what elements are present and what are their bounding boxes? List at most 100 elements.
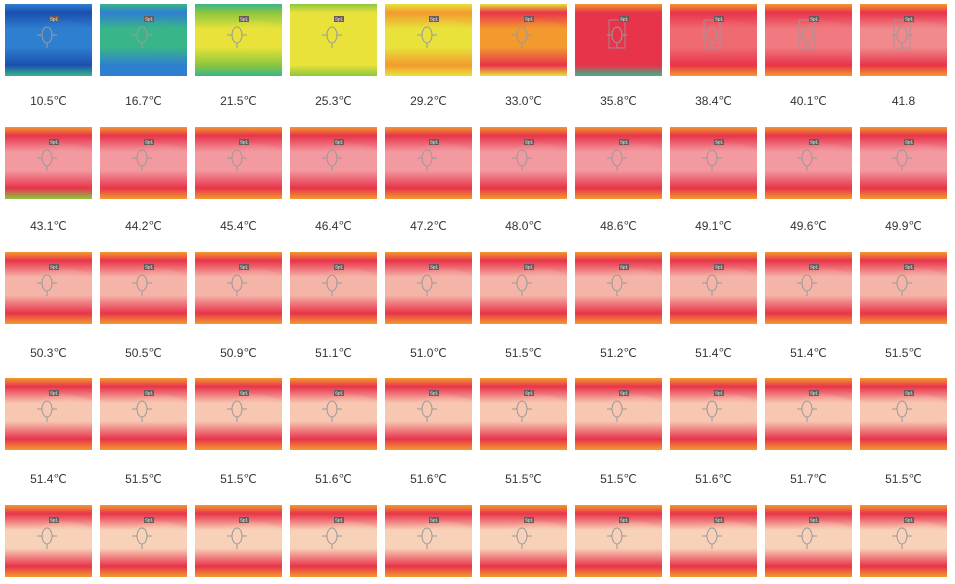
thermal-image: Sp1 xyxy=(480,4,567,76)
thermal-thumbnail: Sp1 xyxy=(480,4,567,76)
spot-tag-label: Sp1 xyxy=(145,391,154,396)
thermal-image: Sp1 xyxy=(480,505,567,577)
spot-tag-label: Sp1 xyxy=(715,518,724,523)
thermal-thumbnail: Sp1 xyxy=(575,505,662,577)
spot-tag-label: Sp1 xyxy=(905,518,914,523)
spot-marker-icon: Sp1 xyxy=(37,16,59,48)
thermal-image: Sp1 xyxy=(100,4,187,76)
thermal-image: Sp1 xyxy=(860,378,947,450)
thermal-thumbnail: Sp1 xyxy=(195,127,282,199)
thermal-thumbnail: Sp1 xyxy=(5,127,92,199)
thermal-thumbnail: Sp1 xyxy=(290,505,377,577)
temperature-label: 10.5℃ xyxy=(30,94,67,108)
temperature-label: 51.5℃ xyxy=(125,472,162,486)
thermal-thumbnail: Sp1 xyxy=(100,252,187,324)
thermal-frame: Sp1 xyxy=(670,378,757,450)
thermal-thumbnail: Sp1 xyxy=(480,252,567,324)
spot-marker-icon: Sp1 xyxy=(892,139,914,171)
spot-marker-icon: Sp1 xyxy=(892,517,914,549)
thermal-frame: Sp1 xyxy=(670,505,757,580)
spot-tag-label: Sp1 xyxy=(905,140,914,145)
thermal-image: Sp1 xyxy=(290,252,377,324)
temperature-label: 48.6℃ xyxy=(600,219,637,233)
spot-tag-label: Sp1 xyxy=(50,391,59,396)
temperature-label: 38.4℃ xyxy=(695,94,732,108)
spot-marker-icon: Sp1 xyxy=(702,517,724,549)
thermal-image: Sp1 xyxy=(670,127,757,199)
spot-marker-icon: Sp1 xyxy=(132,16,154,48)
spot-marker-icon: Sp1 xyxy=(417,390,439,422)
thermal-image: Sp1 xyxy=(100,378,187,450)
thermal-image: Sp1 xyxy=(195,505,282,577)
spot-tag-label: Sp1 xyxy=(240,17,249,22)
thermal-frame: Sp1 xyxy=(480,505,567,580)
spot-marker-icon: Sp1 xyxy=(322,139,344,171)
spot-marker-icon: Sp1 xyxy=(132,139,154,171)
spot-marker-icon: Sp1 xyxy=(322,264,344,296)
spot-tag-label: Sp1 xyxy=(430,518,439,523)
thermal-frame: Sp1 xyxy=(385,505,472,580)
spot-tag-label: Sp1 xyxy=(810,265,819,270)
temperature-label: 50.3℃ xyxy=(30,346,67,360)
spot-marker-icon: Sp1 xyxy=(797,517,819,549)
temperature-label: 47.2℃ xyxy=(410,219,447,233)
thermal-thumbnail: Sp1 xyxy=(860,127,947,199)
thermal-thumbnail: Sp1 xyxy=(385,378,472,450)
temperature-label: 51.5℃ xyxy=(885,346,922,360)
spot-tag-label: Sp1 xyxy=(715,17,724,22)
spot-tag-label: Sp1 xyxy=(525,518,534,523)
thermal-image: Sp1 xyxy=(290,4,377,76)
thermal-image: Sp1 xyxy=(195,4,282,76)
spot-marker-icon: Sp1 xyxy=(227,16,249,48)
temperature-label: 51.5℃ xyxy=(220,472,257,486)
spot-marker-icon: Sp1 xyxy=(892,16,914,49)
thermal-image: Sp1 xyxy=(575,378,662,450)
thermal-thumbnail: Sp1 xyxy=(480,378,567,450)
spot-tag-label: Sp1 xyxy=(620,265,629,270)
thermal-image: Sp1 xyxy=(765,378,852,450)
thermal-image: Sp1 xyxy=(765,252,852,324)
thermal-frame: Sp1 xyxy=(5,378,92,450)
temperature-label: 35.8℃ xyxy=(600,94,637,108)
thermal-frame: Sp1 xyxy=(195,4,282,76)
spot-tag-label: Sp1 xyxy=(715,265,724,270)
thermal-frame: Sp1 xyxy=(765,4,852,76)
thermal-thumbnail: Sp1 xyxy=(5,4,92,76)
thermal-image: Sp1 xyxy=(5,378,92,450)
thermal-thumbnail: Sp1 xyxy=(575,127,662,199)
temperature-label: 51.7℃ xyxy=(790,472,827,486)
thermal-thumbnail: Sp1 xyxy=(480,505,567,577)
thermal-frame: Sp1 xyxy=(195,378,282,450)
thermal-frame: Sp1 xyxy=(5,505,92,580)
thermal-thumbnail: Sp1 xyxy=(765,378,852,450)
spot-marker-icon: Sp1 xyxy=(607,264,629,296)
thermal-image: Sp1 xyxy=(480,252,567,324)
thermal-frame: Sp1 xyxy=(480,4,567,76)
thermal-frame: Sp1 xyxy=(575,4,662,76)
spot-marker-icon: Sp1 xyxy=(132,390,154,422)
spot-tag-label: Sp1 xyxy=(620,391,629,396)
spot-marker-icon: Sp1 xyxy=(417,139,439,171)
thermal-image: Sp1 xyxy=(290,127,377,199)
thermal-thumbnail: Sp1 xyxy=(385,505,472,577)
temperature-label: 16.7℃ xyxy=(125,94,162,108)
thermal-thumbnail: Sp1 xyxy=(860,4,947,76)
thermal-image: Sp1 xyxy=(575,505,662,577)
thermal-thumbnail: Sp1 xyxy=(575,4,662,76)
thermal-image: Sp1 xyxy=(5,127,92,199)
spot-marker-icon: Sp1 xyxy=(132,517,154,549)
thermal-frame: Sp1 xyxy=(100,378,187,450)
thermal-frame: Sp1 xyxy=(480,252,567,324)
spot-marker-icon: Sp1 xyxy=(797,16,819,49)
thermal-image: Sp1 xyxy=(385,127,472,199)
spot-tag-label: Sp1 xyxy=(240,265,249,270)
thermal-thumbnail: Sp1 xyxy=(385,252,472,324)
thermal-frame: Sp1 xyxy=(195,505,282,580)
thermal-image: Sp1 xyxy=(575,252,662,324)
thermal-frame: Sp1 xyxy=(195,127,282,199)
spot-marker-icon: Sp1 xyxy=(512,139,534,171)
temperature-label: 44.2℃ xyxy=(125,219,162,233)
spot-tag-label: Sp1 xyxy=(715,140,724,145)
spot-marker-icon: Sp1 xyxy=(607,390,629,422)
spot-marker-icon: Sp1 xyxy=(37,264,59,296)
